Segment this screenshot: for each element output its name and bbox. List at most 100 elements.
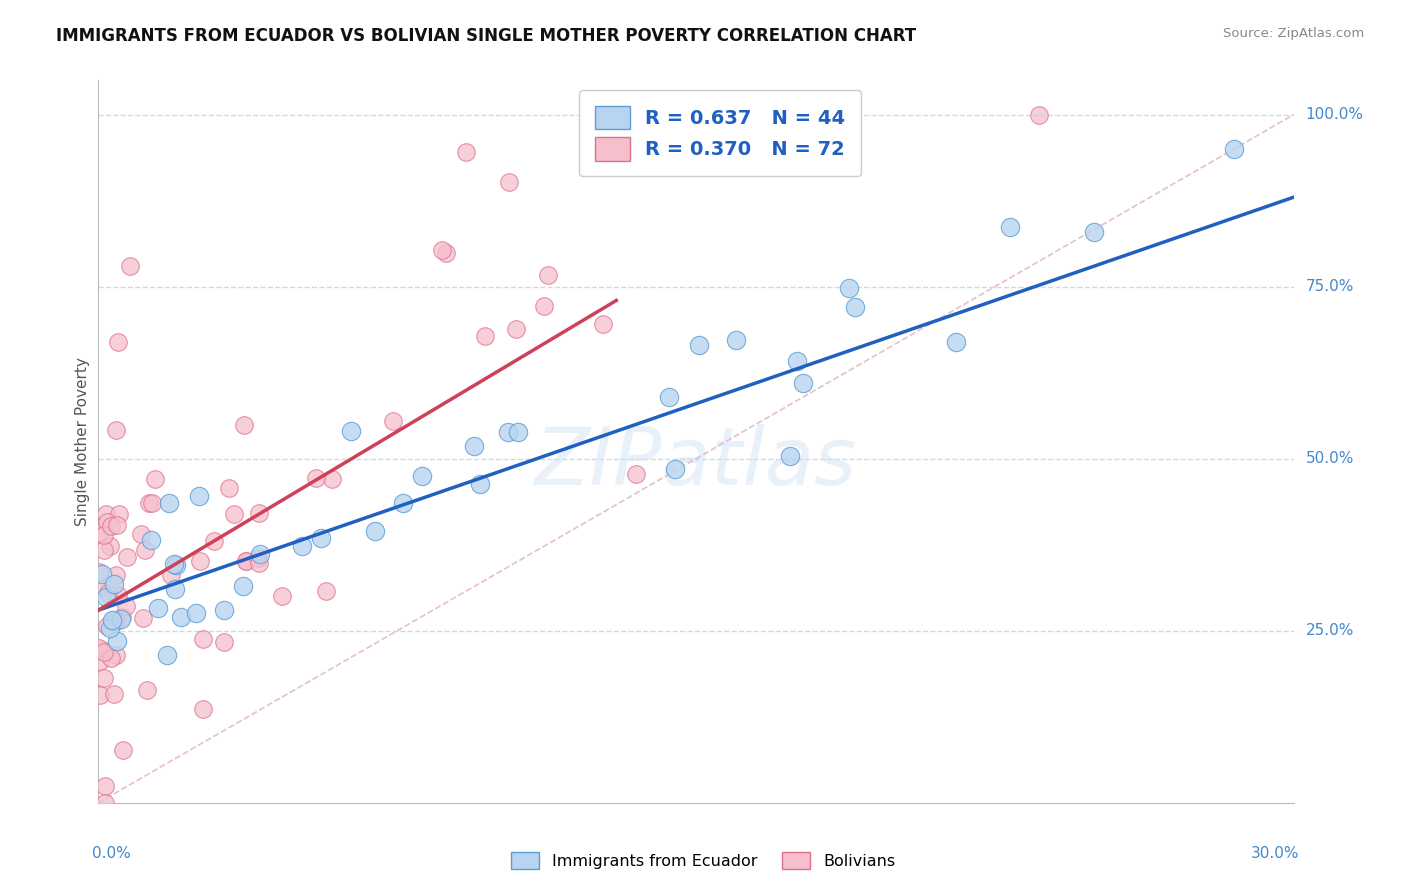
Point xyxy=(1223,142,1246,156)
Point xyxy=(1000,219,1022,234)
Point xyxy=(90,643,112,657)
Point xyxy=(101,614,124,628)
Point xyxy=(94,590,117,604)
Point xyxy=(1083,225,1105,239)
Point xyxy=(93,644,115,658)
Point xyxy=(291,540,314,554)
Point xyxy=(505,321,527,335)
Point xyxy=(779,449,801,463)
Point xyxy=(108,507,131,521)
Point xyxy=(105,634,128,648)
Point xyxy=(1028,108,1050,122)
Point xyxy=(100,651,122,665)
Point xyxy=(470,477,492,491)
Point xyxy=(311,531,333,545)
Point xyxy=(232,579,254,593)
Point xyxy=(786,354,808,368)
Point xyxy=(821,108,844,122)
Point xyxy=(246,551,269,566)
Point xyxy=(186,606,208,620)
Point xyxy=(463,439,485,453)
Point xyxy=(247,556,270,570)
Point xyxy=(148,600,170,615)
Point xyxy=(163,557,186,571)
Point xyxy=(537,268,560,282)
Point xyxy=(169,610,191,624)
Point xyxy=(165,558,187,572)
Point xyxy=(105,568,128,582)
Point xyxy=(434,246,457,260)
Point xyxy=(103,687,125,701)
Point xyxy=(218,481,240,495)
Point xyxy=(98,621,121,635)
Point xyxy=(321,472,343,486)
Point xyxy=(93,796,115,810)
Text: 0.0%: 0.0% xyxy=(93,847,131,861)
Point xyxy=(132,610,155,624)
Point xyxy=(93,543,115,558)
Point xyxy=(157,496,180,510)
Point xyxy=(188,554,211,568)
Point xyxy=(100,519,122,533)
Point xyxy=(411,468,433,483)
Legend: Immigrants from Ecuador, Bolivians: Immigrants from Ecuador, Bolivians xyxy=(505,846,901,875)
Point xyxy=(96,516,118,530)
Point xyxy=(160,567,183,582)
Point xyxy=(87,641,110,656)
Point xyxy=(456,145,478,159)
Point xyxy=(141,496,163,510)
Point xyxy=(381,414,404,428)
Text: 50.0%: 50.0% xyxy=(1306,451,1354,467)
Point xyxy=(724,333,747,347)
Point xyxy=(247,506,270,520)
Point xyxy=(191,701,214,715)
Point xyxy=(432,243,454,257)
Point xyxy=(94,780,117,794)
Point xyxy=(107,334,129,349)
Point xyxy=(96,507,118,521)
Point xyxy=(592,317,614,331)
Point xyxy=(496,425,519,439)
Point xyxy=(156,648,179,663)
Point xyxy=(89,654,111,668)
Point xyxy=(233,418,256,433)
Point xyxy=(110,612,132,626)
Point xyxy=(202,533,225,548)
Point xyxy=(100,613,122,627)
Point xyxy=(87,524,110,539)
Point xyxy=(664,462,686,476)
Point xyxy=(111,743,134,757)
Point xyxy=(93,671,115,685)
Point xyxy=(90,566,112,581)
Point xyxy=(304,471,326,485)
Point xyxy=(129,527,152,541)
Point xyxy=(107,588,129,602)
Point xyxy=(105,423,128,437)
Text: 100.0%: 100.0% xyxy=(1306,107,1364,122)
Point xyxy=(498,175,520,189)
Point xyxy=(115,550,138,565)
Legend: R = 0.637   N = 44, R = 0.370   N = 72: R = 0.637 N = 44, R = 0.370 N = 72 xyxy=(579,90,860,177)
Point xyxy=(212,635,235,649)
Point xyxy=(103,577,125,591)
Point xyxy=(93,528,115,542)
Point xyxy=(838,281,860,295)
Point xyxy=(626,467,648,481)
Y-axis label: Single Mother Poverty: Single Mother Poverty xyxy=(75,357,90,526)
Point xyxy=(111,610,134,624)
Point xyxy=(89,688,111,702)
Point xyxy=(105,517,128,532)
Point xyxy=(87,581,110,595)
Point xyxy=(315,584,337,599)
Text: IMMIGRANTS FROM ECUADOR VS BOLIVIAN SINGLE MOTHER POVERTY CORRELATION CHART: IMMIGRANTS FROM ECUADOR VS BOLIVIAN SING… xyxy=(56,27,917,45)
Text: 30.0%: 30.0% xyxy=(1251,847,1299,861)
Point xyxy=(792,376,814,390)
Point xyxy=(506,425,529,439)
Point xyxy=(844,300,866,314)
Point xyxy=(474,328,496,343)
Point xyxy=(363,524,385,539)
Point xyxy=(533,299,555,313)
Text: ZIPatlas: ZIPatlas xyxy=(534,425,858,502)
Point xyxy=(104,614,127,628)
Point xyxy=(134,543,156,558)
